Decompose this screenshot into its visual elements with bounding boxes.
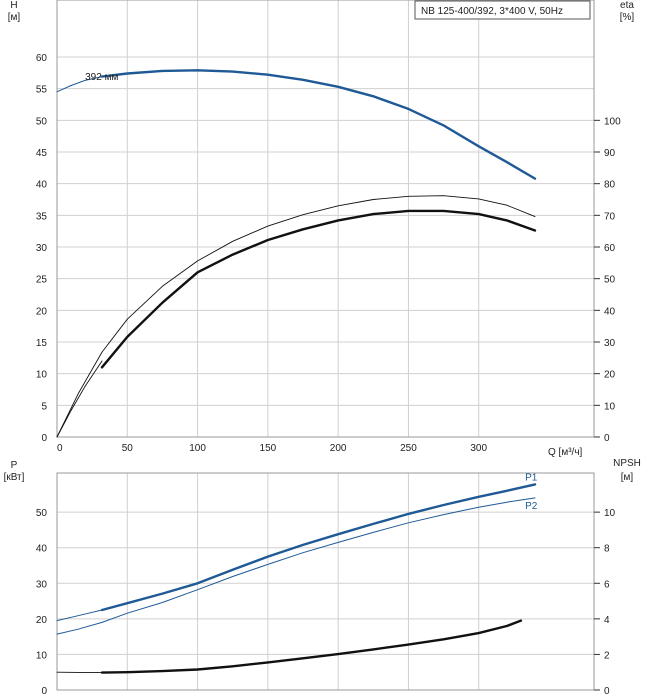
right-tick-label: 6 [604,579,610,590]
right-tick-label: 0 [604,433,610,444]
top-right-axis-label: eta [620,0,634,11]
left-tick-label: 60 [36,53,48,64]
bottom-left-axis-label: P [11,460,18,471]
bottom-right-axis-ticks: 0 2 4 6 8 10 [594,508,616,697]
left-tick-label: 35 [36,211,48,222]
chart-title: NB 125-400/392, 3*400 V, 50Hz [421,6,563,17]
head-efficiency-plot: 0 5 10 15 20 25 30 35 40 45 50 55 60 0 10 20 30 40 50 60 70… [8,0,635,458]
left-tick-label: 0 [41,433,47,444]
right-tick-label: 2 [604,650,610,661]
right-tick-label: 10 [604,508,616,519]
left-tick-label: 50 [36,508,48,519]
curve-p2-2 [56,497,536,635]
bottom-right-axis-label: NPSH [613,458,641,469]
right-tick-label: 70 [604,211,616,222]
curve-line-3 [100,209,537,369]
curve-392-мм-0 [56,76,103,93]
top-left-axis-unit: [м] [8,12,21,23]
power-npsh-plot: 0 10 20 30 40 50 0 2 4 6 8 10 P1 P2 P [кВт] NPSH [м… [4,458,641,697]
curve-label: P1 [525,473,538,484]
curve-p1-0 [56,609,103,622]
right-tick-label: 80 [604,180,616,191]
top-curve-labels: 392 мм [85,72,118,83]
curve-392-мм-1 [100,69,537,180]
curve-line-4 [56,195,536,438]
left-tick-label: 30 [36,243,48,254]
right-tick-label: 50 [604,275,616,286]
top-x-axis-ticks: 0 50 100 150 200 250 300 [57,443,488,454]
curve-label: 392 мм [85,72,118,83]
curve-line-2 [56,360,103,438]
left-tick-label: 15 [36,338,48,349]
x-axis-label: Q [м³/ч] [548,447,583,458]
left-tick-label: 5 [41,401,47,412]
top-left-axis-ticks: 0 5 10 15 20 25 30 35 40 45 50 55 60 [36,53,48,444]
x-tick-label: 0 [57,443,63,454]
left-tick-label: 20 [36,615,48,626]
chart-title-box [414,0,591,20]
left-tick-label: 0 [41,686,47,697]
left-tick-label: 45 [36,148,48,159]
bottom-right-axis-unit: [м] [621,472,634,483]
x-tick-label: 300 [470,443,487,454]
left-tick-label: 30 [36,579,48,590]
right-tick-label: 10 [604,401,616,412]
x-tick-label: 250 [400,443,417,454]
top-curves [56,69,537,438]
right-tick-label: 40 [604,306,616,317]
bottom-left-axis-ticks: 0 10 20 30 40 50 [36,508,48,697]
curve-line-4 [100,619,523,674]
left-tick-label: 40 [36,180,48,191]
x-tick-label: 50 [122,443,134,454]
left-tick-label: 40 [36,544,48,555]
left-tick-label: 50 [36,116,48,127]
right-tick-label: 90 [604,148,616,159]
bottom-left-axis-unit: [кВт] [4,472,25,483]
left-tick-label: 10 [36,370,48,381]
left-tick-label: 25 [36,275,48,286]
top-grid [56,0,594,438]
bottom-plot-frame [56,472,595,691]
left-tick-label: 20 [36,306,48,317]
right-tick-label: 0 [604,686,610,697]
left-tick-label: 10 [36,650,48,661]
right-tick-label: 4 [604,615,610,626]
x-tick-label: 100 [189,443,206,454]
top-right-axis-unit: [%] [620,12,635,23]
bottom-curve-labels: P1 P2 [525,473,538,512]
curve-p1-1 [100,483,537,612]
top-left-axis-label: H [10,0,17,11]
right-tick-label: 60 [604,243,616,254]
x-tick-label: 200 [330,443,347,454]
bottom-grid [56,473,594,691]
curve-label: P2 [525,501,538,512]
left-tick-label: 55 [36,85,48,96]
top-right-axis-ticks: 0 10 20 30 40 50 60 70 80 90 100 [594,116,621,444]
bottom-curves [56,483,537,674]
right-tick-label: 100 [604,116,621,127]
top-plot-frame [56,0,595,438]
right-tick-label: 30 [604,338,616,349]
right-tick-label: 8 [604,544,610,555]
right-tick-label: 20 [604,370,616,381]
x-tick-label: 150 [260,443,277,454]
